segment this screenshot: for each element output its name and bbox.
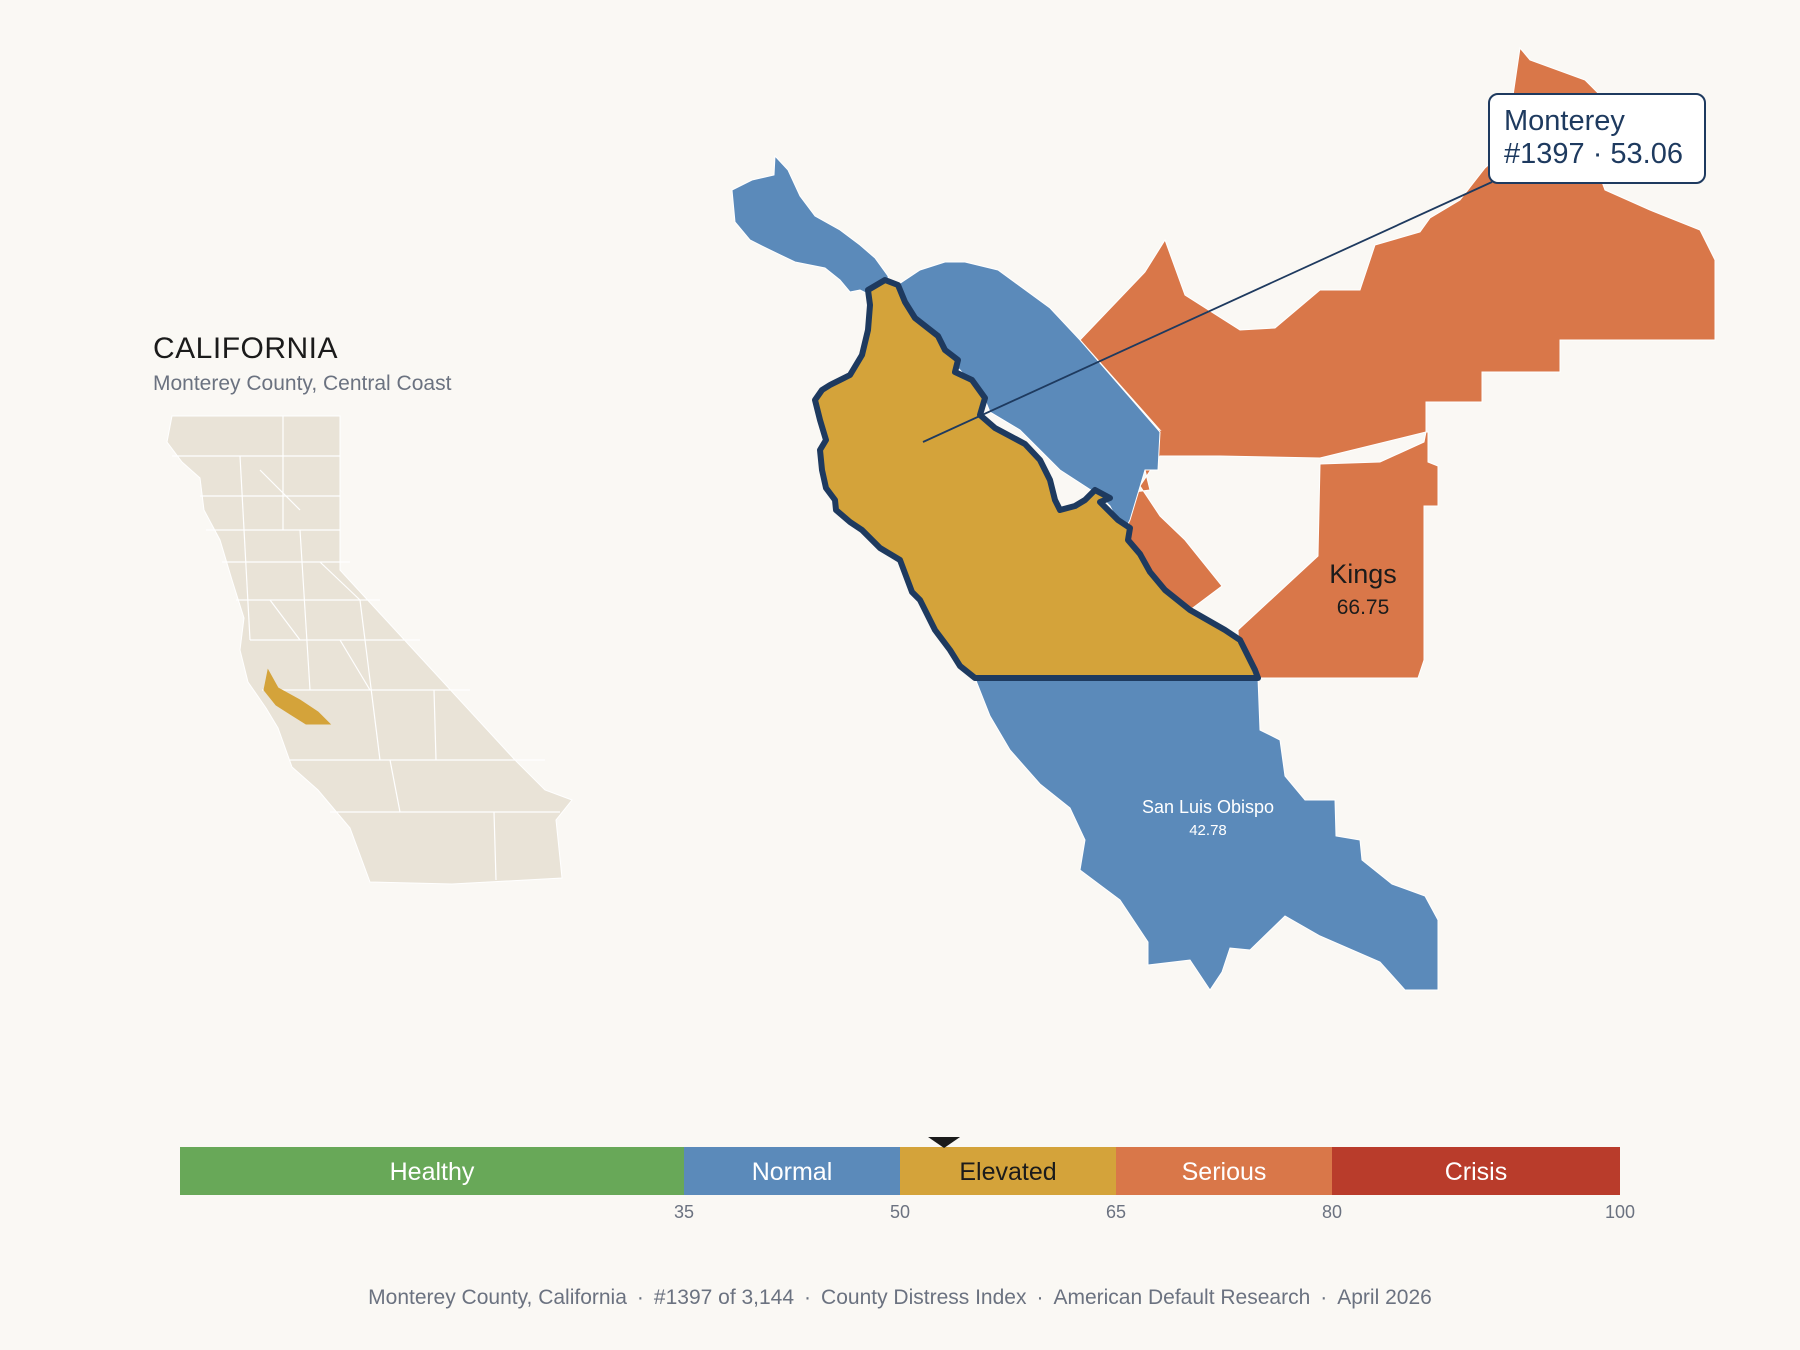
- legend-segment-normal: [684, 1147, 900, 1195]
- label-slo-score: 42.78: [1189, 822, 1227, 839]
- regional-map: [731, 46, 1716, 991]
- county-monterey[interactable]: [812, 277, 1261, 681]
- county-san-luis-obispo[interactable]: [974, 677, 1439, 991]
- footer-separator: ·: [1320, 1286, 1328, 1309]
- inset-county-borders: [172, 416, 560, 881]
- legend-label-elevated: Elevated: [959, 1158, 1056, 1186]
- legend-tick-label: 35: [674, 1202, 694, 1222]
- label-kings-name: Kings: [1329, 559, 1397, 589]
- california-state-shape: [166, 415, 573, 885]
- legend-label-serious: Serious: [1182, 1158, 1267, 1186]
- legend-label-healthy: Healthy: [390, 1158, 475, 1186]
- legend-segment-serious: [1116, 1147, 1332, 1195]
- legend-segment-elevated: [900, 1147, 1116, 1195]
- label-slo-name: San Luis Obispo: [1142, 797, 1274, 817]
- legend-segment-crisis: [1332, 1147, 1620, 1195]
- legend-tick-label: 80: [1322, 1202, 1342, 1222]
- callout-county-name: Monterey: [1504, 105, 1625, 137]
- legend-tick-label: 65: [1106, 1202, 1126, 1222]
- footer-county: Monterey County, California: [368, 1286, 627, 1309]
- footer-rank: #1397 of 3,144: [653, 1286, 795, 1309]
- footer-date: April 2026: [1337, 1286, 1432, 1309]
- legend-tick-label: 100: [1605, 1202, 1635, 1222]
- footer-index: County Distress Index: [821, 1286, 1027, 1309]
- legend-label-crisis: Crisis: [1445, 1158, 1508, 1186]
- inset-subtitle: Monterey County, Central Coast: [153, 372, 452, 395]
- legend-label-normal: Normal: [752, 1158, 833, 1186]
- legend-segment-healthy: [180, 1147, 684, 1195]
- monterey-callout: Monterey #1397 · 53.06: [1488, 93, 1706, 184]
- footer-source: American Default Research: [1053, 1286, 1311, 1309]
- label-kings-score: 66.75: [1337, 596, 1390, 619]
- distress-legend: Healthy Normal Elevated Serious Crisis 35 50 65…: [180, 1137, 1635, 1222]
- county-kings[interactable]: [1237, 431, 1439, 679]
- footer-separator: ·: [1036, 1286, 1044, 1309]
- legend-tick-label: 50: [890, 1202, 910, 1222]
- callout-leader-line: [922, 181, 1493, 443]
- california-inset-map: [166, 415, 573, 885]
- legend-marker-triangle-icon: [928, 1137, 961, 1148]
- footer-separator: ·: [636, 1286, 644, 1309]
- footer-separator: ·: [804, 1286, 812, 1309]
- callout-rank-score: #1397 · 53.06: [1504, 138, 1683, 170]
- inset-monterey-highlight: [263, 668, 332, 725]
- county-santa-cruz[interactable]: [731, 154, 891, 301]
- footer: Monterey County, California · #1397 of 3,1…: [0, 1286, 1800, 1310]
- inset-title: CALIFORNIA: [153, 332, 339, 365]
